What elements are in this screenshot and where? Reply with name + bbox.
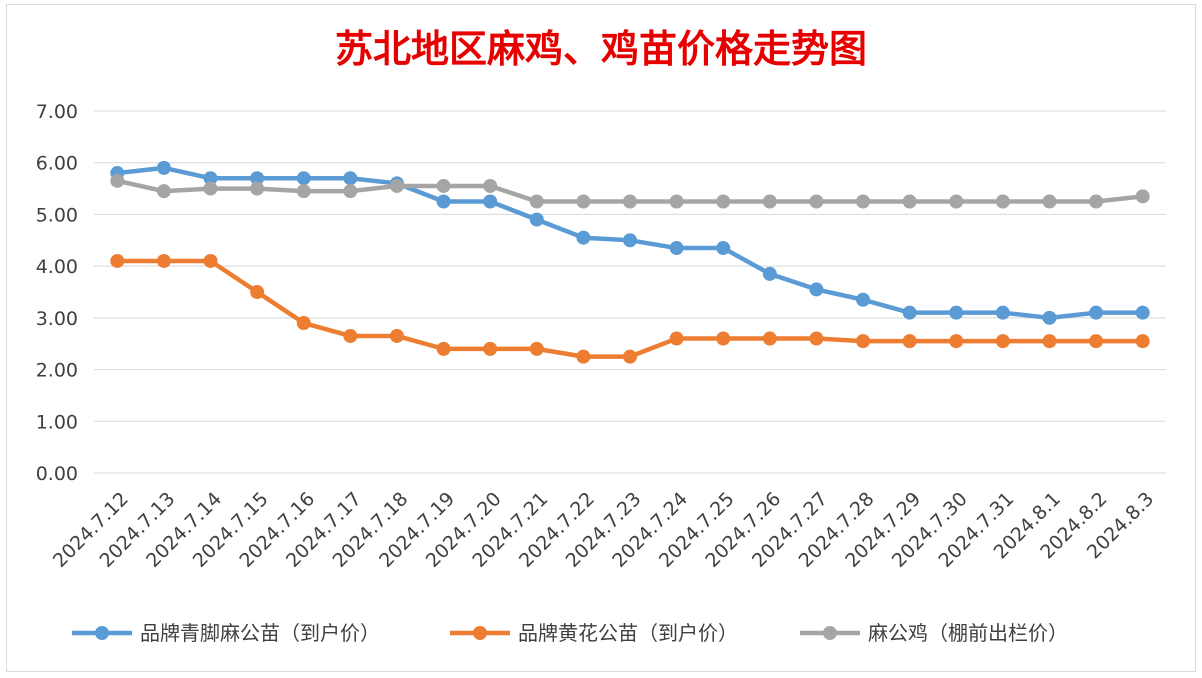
y-tick-label: 2.00	[36, 360, 78, 382]
data-point	[483, 178, 498, 193]
legend-marker	[823, 626, 837, 640]
data-point	[856, 194, 871, 209]
gridlines	[94, 110, 1166, 474]
y-tick-label: 5.00	[36, 204, 78, 226]
data-point	[296, 171, 311, 186]
data-point	[343, 184, 358, 199]
legend-label: 品牌青脚麻公苗（到户价）	[140, 621, 380, 645]
legend-item: 品牌青脚麻公苗（到户价）	[72, 621, 380, 645]
data-point	[1135, 189, 1150, 204]
y-tick-label: 3.00	[36, 308, 78, 330]
data-point	[995, 194, 1010, 209]
data-point	[716, 194, 731, 209]
data-point	[949, 334, 964, 349]
legend-label: 品牌黄花公苗（到户价）	[518, 621, 738, 645]
legend-label: 麻公鸡（棚前出栏价）	[868, 621, 1068, 645]
data-point	[343, 171, 358, 186]
y-tick-label: 0.00	[36, 463, 78, 485]
data-point	[623, 233, 637, 248]
data-point	[296, 184, 311, 199]
data-point	[529, 212, 544, 227]
legend-item: 麻公鸡（棚前出栏价）	[800, 621, 1068, 645]
y-tick-label: 1.00	[36, 411, 78, 433]
data-point	[110, 253, 125, 268]
series-0	[110, 160, 1150, 325]
data-point	[809, 282, 824, 297]
data-point	[250, 181, 265, 196]
data-point	[949, 194, 964, 209]
data-point	[156, 253, 171, 268]
data-point	[389, 328, 404, 343]
legend-item: 品牌黄花公苗（到户价）	[450, 621, 738, 645]
data-point	[203, 181, 218, 196]
series-group	[110, 160, 1150, 364]
data-point	[343, 328, 358, 343]
data-point	[856, 334, 871, 349]
data-point	[809, 194, 824, 209]
data-point	[203, 253, 218, 268]
data-point	[716, 331, 731, 346]
data-point	[1135, 334, 1150, 349]
data-point	[296, 316, 311, 331]
data-point	[762, 331, 777, 346]
data-point	[949, 305, 964, 320]
data-point	[576, 230, 591, 245]
data-point	[483, 194, 498, 209]
data-point	[669, 241, 684, 256]
y-axis-ticks: 0.00 1.00 2.00 3.00 4.00 5.00 6.00 7.00	[36, 101, 78, 485]
data-point	[576, 349, 591, 364]
data-point	[995, 305, 1010, 320]
y-tick-label: 6.00	[36, 153, 78, 175]
data-point	[529, 194, 544, 209]
data-point	[856, 292, 871, 307]
data-point	[1042, 334, 1057, 349]
data-point	[1089, 194, 1104, 209]
data-point	[1042, 310, 1057, 325]
data-point	[1042, 194, 1057, 209]
data-point	[669, 194, 684, 209]
data-point	[1089, 305, 1104, 320]
data-point	[902, 305, 917, 320]
data-point	[110, 173, 125, 188]
series-1	[110, 253, 1150, 364]
data-point	[669, 331, 684, 346]
chart-title: 苏北地区麻鸡、鸡苗价格走势图	[334, 26, 867, 71]
legend: 品牌青脚麻公苗（到户价） 品牌黄花公苗（到户价） 麻公鸡（棚前出栏价）	[72, 621, 1068, 645]
data-point	[436, 194, 451, 209]
data-point	[902, 194, 917, 209]
data-point	[902, 334, 917, 349]
data-point	[576, 194, 591, 209]
legend-marker	[95, 626, 109, 640]
data-point	[995, 334, 1010, 349]
legend-marker	[473, 626, 487, 640]
data-point	[250, 285, 265, 299]
data-point	[250, 171, 265, 186]
data-point	[1135, 305, 1150, 320]
data-point	[389, 178, 404, 193]
y-tick-label: 4.00	[36, 256, 78, 278]
data-point	[809, 331, 824, 346]
data-point	[436, 178, 451, 193]
data-point	[203, 171, 218, 186]
data-point	[156, 184, 171, 199]
data-point	[623, 194, 637, 209]
data-point	[483, 341, 498, 356]
data-point	[1089, 334, 1104, 349]
data-point	[529, 341, 544, 356]
series-2	[110, 173, 1150, 209]
data-point	[623, 349, 637, 364]
series-line	[115, 258, 1145, 359]
data-point	[716, 241, 731, 256]
data-point	[762, 194, 777, 209]
data-point	[762, 266, 777, 281]
data-point	[436, 341, 451, 356]
x-axis-ticks: 2024.7.122024.7.132024.7.142024.7.152024…	[49, 488, 1158, 572]
y-tick-label: 7.00	[36, 101, 78, 123]
data-point	[156, 160, 171, 175]
